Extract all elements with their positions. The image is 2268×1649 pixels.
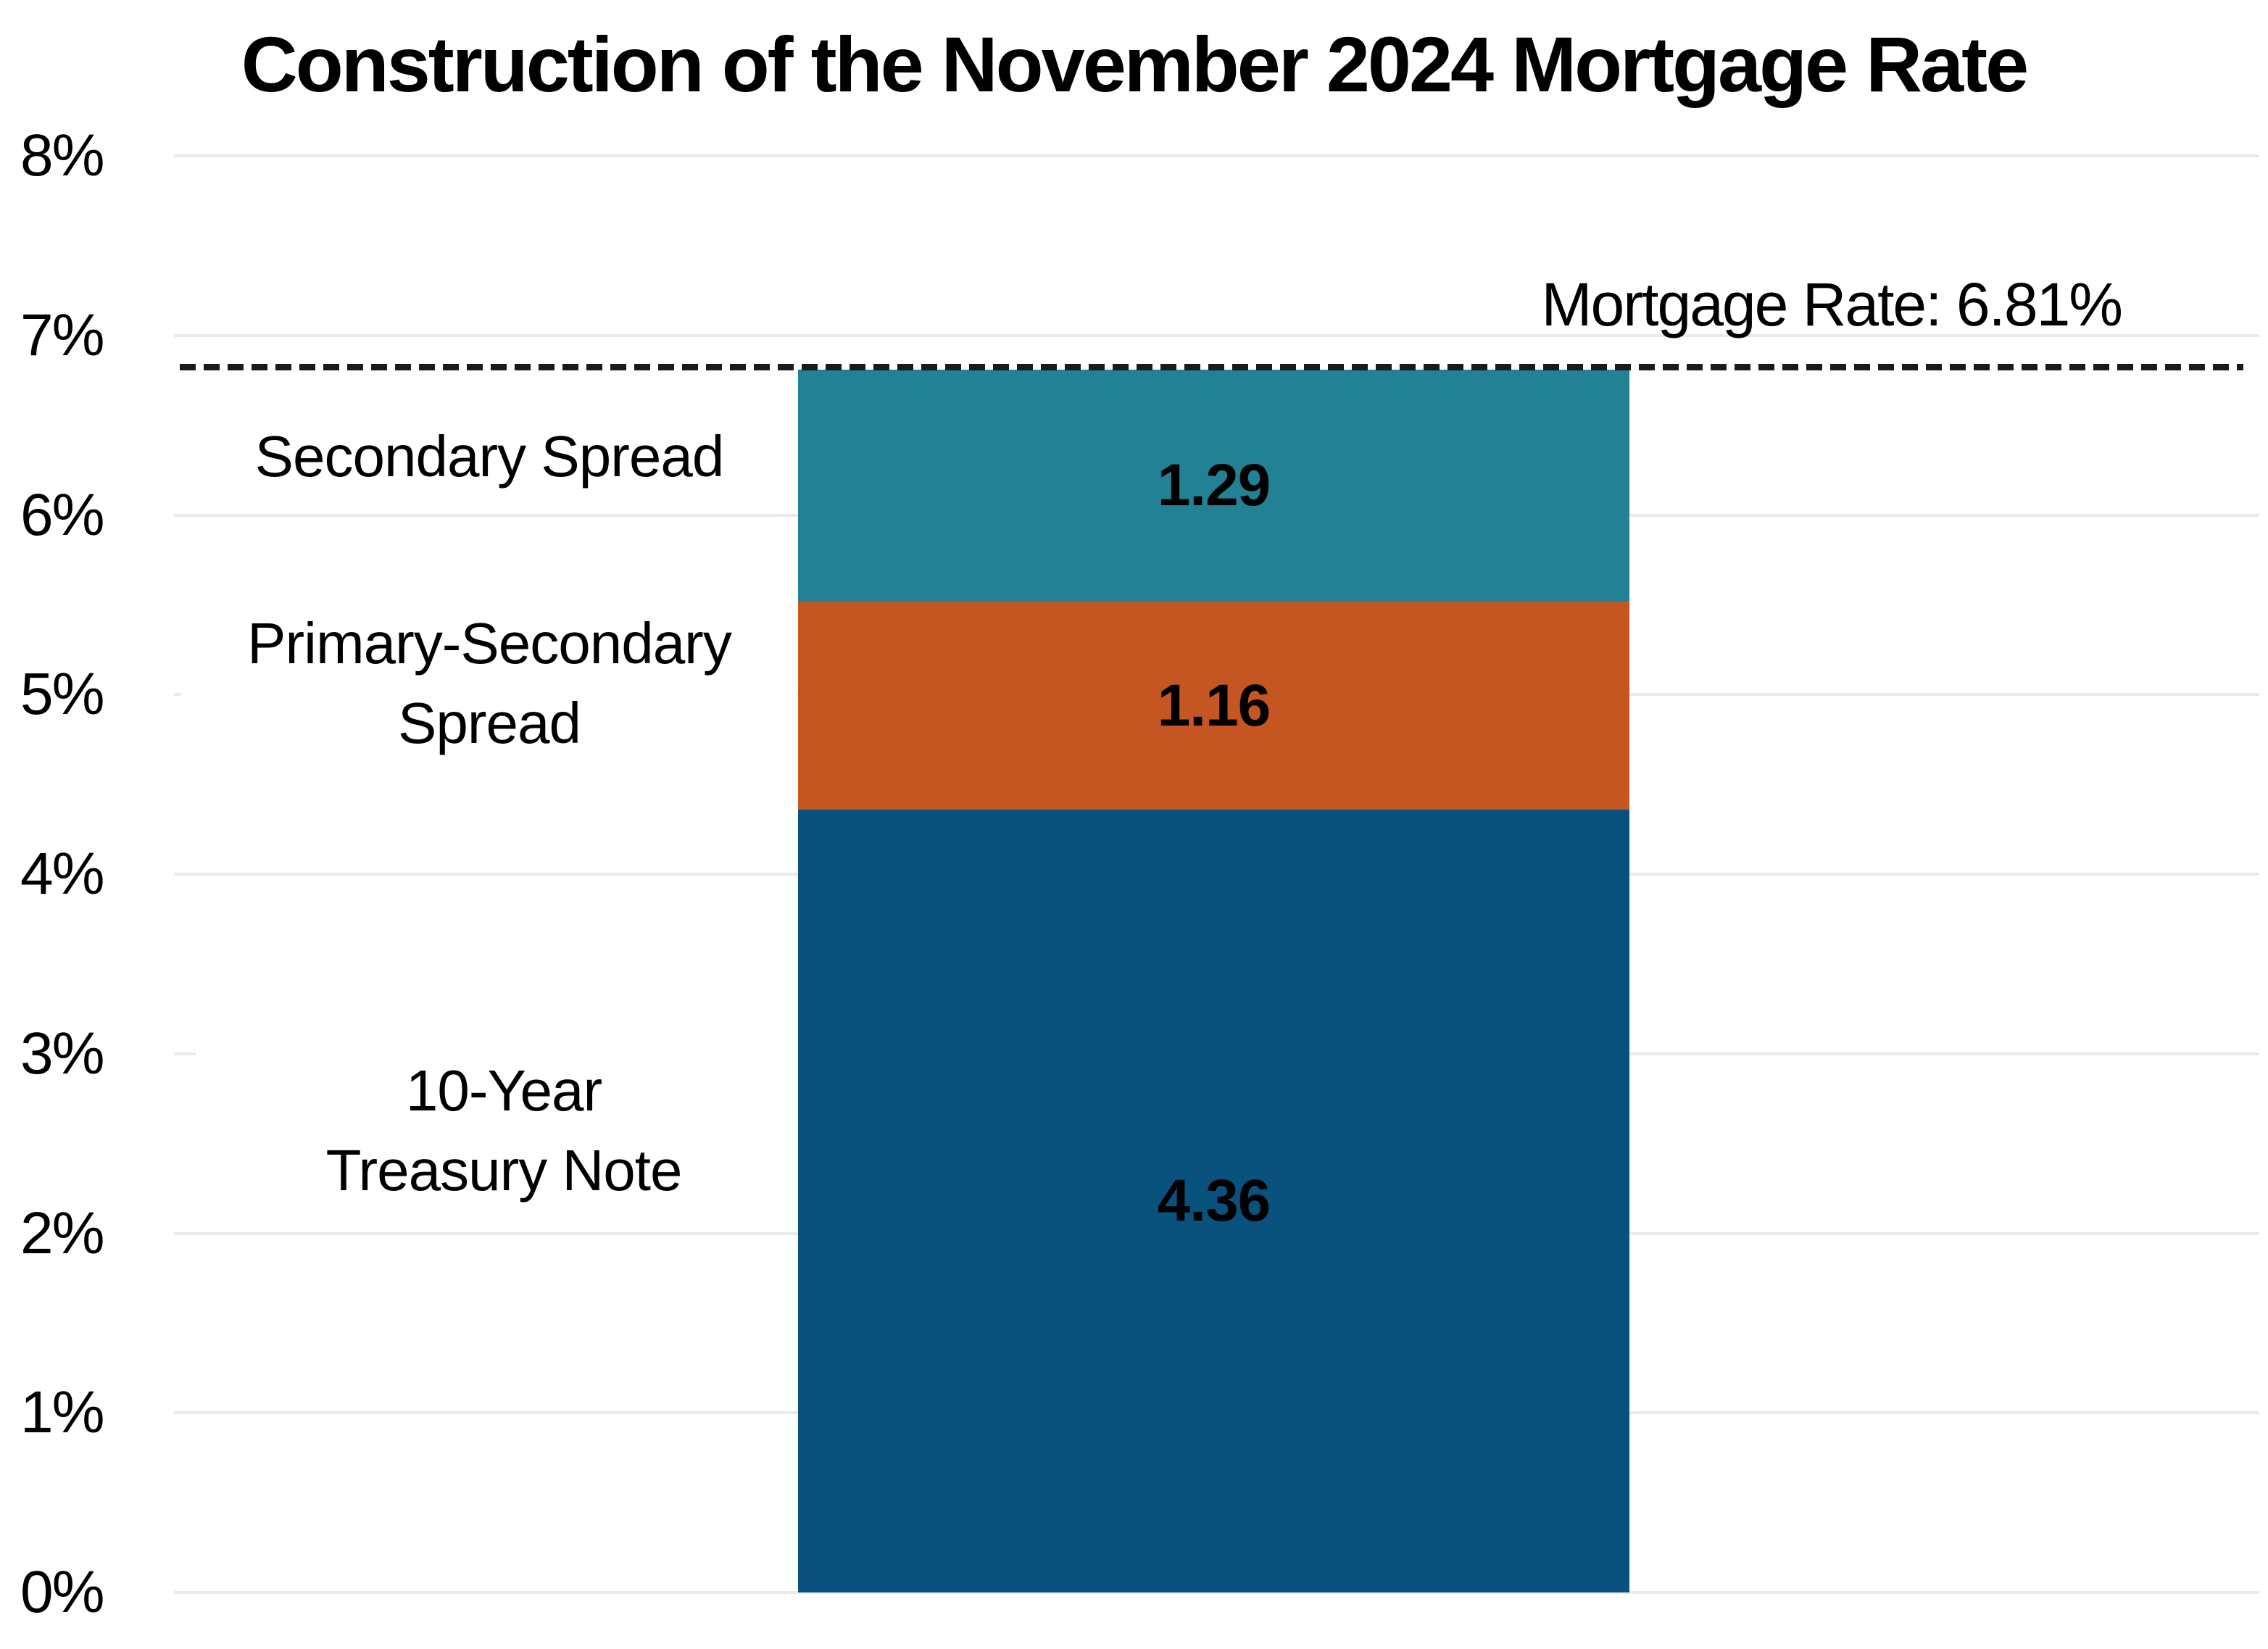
bar-segment-secondary-spread: 1.29 — [798, 370, 1629, 602]
y-axis-tick-4pct: 4% — [20, 841, 105, 907]
bar-segment-primary-secondary-spread: 1.16 — [798, 602, 1629, 810]
series-label-treasury-note: 10-Year Treasury Note — [196, 1035, 812, 1226]
series-label-line: Primary-Secondary — [247, 611, 732, 676]
y-axis-tick-8pct: 8% — [20, 122, 105, 188]
series-label-secondary-spread: Secondary Spread — [181, 407, 797, 506]
y-axis-tick-2pct: 2% — [20, 1200, 105, 1266]
series-label-primary-secondary-spread: Primary-Secondary Spread — [181, 596, 797, 771]
series-label-line: 10-Year — [405, 1058, 602, 1123]
series-label-line: Treasury Note — [325, 1138, 683, 1203]
y-axis-tick-0pct: 0% — [20, 1559, 105, 1625]
series-label-line: Secondary Spread — [254, 424, 725, 489]
y-axis-tick-5pct: 5% — [20, 661, 105, 727]
value-label-primary-secondary-spread: 1.16 — [1157, 672, 1271, 739]
y-axis-tick-7pct: 7% — [20, 302, 105, 368]
value-label-treasury-note: 4.36 — [1157, 1168, 1271, 1234]
y-axis-tick-3pct: 3% — [20, 1021, 105, 1087]
mortgage-rate-annotation: Mortgage Rate: 6.81% — [1541, 270, 2123, 338]
series-label-line: Spread — [398, 691, 581, 755]
bar-segment-treasury-note: 4.36 — [798, 810, 1629, 1592]
gridline-0pct — [174, 1591, 2259, 1594]
y-axis-tick-6pct: 6% — [20, 482, 105, 548]
y-axis-tick-1pct: 1% — [20, 1379, 105, 1445]
gridline-7pct — [174, 334, 2259, 337]
gridline-8pct — [174, 154, 2259, 157]
mortgage-rate-reference-line — [180, 364, 2243, 370]
chart-title: Construction of the November 2024 Mortga… — [241, 20, 2029, 108]
value-label-secondary-spread: 1.29 — [1157, 452, 1271, 518]
